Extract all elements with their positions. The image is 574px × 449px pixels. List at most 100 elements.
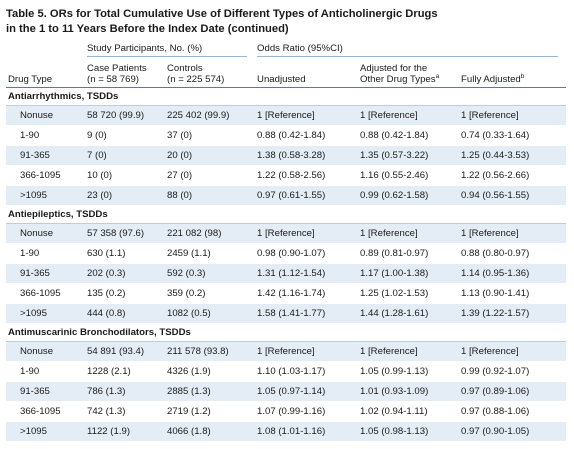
table-cell: 1.39 (1.22-1.57) — [459, 303, 567, 324]
table-cell: 444 (0.8) — [85, 303, 165, 324]
table-cell: 1.22 (0.58-2.56) — [255, 165, 359, 186]
header-adjusted: Adjusted for the Other Drug Typesa — [360, 63, 440, 85]
table-cell: 211 578 (93.8) — [165, 341, 256, 362]
section-label: Antiepileptics, TSDDs — [6, 205, 567, 224]
table-row: 366-1095 742 (1.3) 2719 (1.2) 1.07 (0.99-1.… — [6, 401, 567, 422]
table-row: 1-90 1228 (2.1) 4326 (1.9) 1.10 (1.03-1.17)… — [6, 361, 567, 382]
table-cell: 1.58 (1.41-1.77) — [255, 303, 359, 324]
table-row: 91-365 202 (0.3) 592 (0.3) 1.31 (1.12-1.54)… — [6, 263, 567, 284]
table-row: 366-1095 10 (0) 27 (0) 1.22 (0.58-2.56) 1.16… — [6, 165, 567, 186]
section-header-row: Antiepileptics, TSDDs — [6, 205, 567, 224]
table-cell: 1.05 (0.99-1.13) — [358, 361, 460, 382]
table-cell: 1 [Reference] — [459, 223, 567, 244]
table-title: Table 5. ORs for Total Cumulative Use of… — [6, 8, 438, 35]
section-header-row: Antimuscarinic Bronchodilators, TSDDs — [6, 323, 567, 342]
table-cell: 1.02 (0.94-1.11) — [358, 401, 460, 422]
table-cell: >1095 — [6, 303, 85, 324]
table-cell: 0.97 (0.61-1.55) — [255, 185, 359, 206]
table-cell: >1095 — [6, 421, 85, 442]
table-cell: 23 (0) — [85, 185, 165, 206]
table-cell: 0.88 (0.42-1.84) — [358, 125, 460, 146]
table-cell: 1.05 (0.98-1.13) — [358, 421, 460, 442]
table-cell: Nonuse — [6, 341, 85, 362]
table-row: >1095 444 (0.8) 1082 (0.5) 1.58 (1.41-1.77)… — [6, 303, 567, 324]
table-row: Nonuse 57 358 (97.6) 221 082 (98) 1 [Refere… — [6, 223, 567, 244]
header-fully-adjusted: Fully Adjustedb — [461, 73, 525, 85]
header-controls: Controls (n = 225 574) — [167, 63, 225, 85]
table-cell: 0.88 (0.42-1.84) — [255, 125, 359, 146]
header-drug-type: Drug Type — [8, 74, 53, 85]
table-cell: 58 720 (99.9) — [85, 105, 165, 126]
table-header: Study Participants, No. (%) Odds Ratio (… — [6, 43, 567, 88]
table-cell: 0.97 (0.89-1.06) — [459, 381, 567, 402]
table-cell: 0.97 (0.88-1.06) — [459, 401, 567, 422]
table-cell: 630 (1.1) — [85, 243, 165, 264]
table-cell: 1.13 (0.90-1.41) — [459, 283, 567, 304]
table-row: >1095 1122 (1.9) 4066 (1.8) 1.08 (1.01-1.16… — [6, 421, 567, 442]
table-cell: 1.16 (0.55-2.46) — [358, 165, 460, 186]
table-cell: 592 (0.3) — [165, 263, 256, 284]
table-cell: 366-1095 — [6, 283, 85, 304]
table-cell: Nonuse — [6, 105, 85, 126]
table-body: Antiarrhythmics, TSDDs Nonuse 58 720 (99.9… — [6, 87, 567, 442]
table-cell: 1.14 (0.95-1.36) — [459, 263, 567, 284]
table-cell: 786 (1.3) — [85, 381, 165, 402]
table-cell: 1082 (0.5) — [165, 303, 256, 324]
table-cell: 1.22 (0.56-2.66) — [459, 165, 567, 186]
table-cell: 1.08 (1.01-1.16) — [255, 421, 359, 442]
table-cell: 54 891 (93.4) — [85, 341, 165, 362]
table-cell: 1.25 (0.44-3.53) — [459, 145, 567, 166]
table-cell: 0.89 (0.81-0.97) — [358, 243, 460, 264]
table-cell: 1.38 (0.58-3.28) — [255, 145, 359, 166]
table-cell: 1.42 (1.16-1.74) — [255, 283, 359, 304]
table-row: Nonuse 58 720 (99.9) 225 402 (99.9) 1 [Refe… — [6, 105, 567, 126]
odds-ratio-table: Study Participants, No. (%) Odds Ratio (… — [6, 43, 567, 442]
table-cell: 1.25 (1.02-1.53) — [358, 283, 460, 304]
table-cell: 1.35 (0.57-3.22) — [358, 145, 460, 166]
header-group-participants: Study Participants, No. (%) — [85, 43, 255, 59]
header-spacer — [6, 43, 85, 59]
table-cell: 1.31 (1.12-1.54) — [255, 263, 359, 284]
table-cell: 10 (0) — [85, 165, 165, 186]
table-cell: 1228 (2.1) — [85, 361, 165, 382]
table-cell: 221 082 (98) — [165, 223, 256, 244]
table-cell: 1 [Reference] — [358, 341, 460, 362]
section-header-row: Antiarrhythmics, TSDDs — [6, 87, 567, 106]
table-cell: 1-90 — [6, 243, 85, 264]
table-cell: 7 (0) — [85, 145, 165, 166]
table-cell: 1 [Reference] — [358, 223, 460, 244]
table-cell: 1122 (1.9) — [85, 421, 165, 442]
table-cell: 1.01 (0.93-1.09) — [358, 381, 460, 402]
table-cell: 0.99 (0.92-1.07) — [459, 361, 567, 382]
table-cell: 359 (0.2) — [165, 283, 256, 304]
table-cell: 20 (0) — [165, 145, 256, 166]
table-cell: 366-1095 — [6, 165, 85, 186]
table-cell: 1.44 (1.28-1.61) — [358, 303, 460, 324]
table-cell: 1.10 (1.03-1.17) — [255, 361, 359, 382]
table-cell: 9 (0) — [85, 125, 165, 146]
table-cell: 4066 (1.8) — [165, 421, 256, 442]
table-cell: 225 402 (99.9) — [165, 105, 256, 126]
table-row: >1095 23 (0) 88 (0) 0.97 (0.61-1.55) 0.99 (0… — [6, 185, 567, 206]
table-cell: 1 [Reference] — [459, 105, 567, 126]
table-cell: 1.05 (0.97-1.14) — [255, 381, 359, 402]
table-cell: 135 (0.2) — [85, 283, 165, 304]
table-cell: 37 (0) — [165, 125, 256, 146]
table-cell: 91-365 — [6, 145, 85, 166]
table-cell: 0.98 (0.90-1.07) — [255, 243, 359, 264]
table-cell: 1 [Reference] — [255, 105, 359, 126]
section-label: Antiarrhythmics, TSDDs — [6, 87, 567, 106]
table-cell: 1-90 — [6, 125, 85, 146]
table-cell: 0.99 (0.62-1.58) — [358, 185, 460, 206]
table-cell: 0.88 (0.80-0.97) — [459, 243, 567, 264]
table-row: 1-90 630 (1.1) 2459 (1.1) 0.98 (0.90-1.07) 0… — [6, 243, 567, 264]
header-case-patients: Case Patients (n = 58 769) — [87, 63, 147, 85]
table-cell: 88 (0) — [165, 185, 256, 206]
table-cell: 1 [Reference] — [459, 341, 567, 362]
table-row: 91-365 786 (1.3) 2885 (1.3) 1.05 (0.97-1.14… — [6, 381, 567, 402]
table-cell: 27 (0) — [165, 165, 256, 186]
table-cell: 91-365 — [6, 381, 85, 402]
table-cell: 2459 (1.1) — [165, 243, 256, 264]
table-cell: 57 358 (97.6) — [85, 223, 165, 244]
